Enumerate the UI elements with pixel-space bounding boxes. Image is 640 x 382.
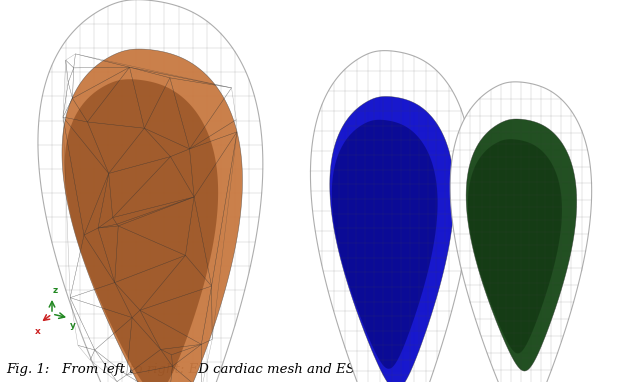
Polygon shape: [65, 79, 218, 382]
Text: x: x: [35, 327, 41, 336]
Polygon shape: [62, 49, 243, 382]
Polygon shape: [38, 0, 263, 382]
Polygon shape: [450, 82, 591, 382]
Polygon shape: [332, 120, 438, 369]
Text: y: y: [70, 321, 76, 330]
Polygon shape: [466, 119, 577, 371]
Polygon shape: [468, 139, 562, 353]
Text: z: z: [53, 286, 58, 295]
Text: Fig. 1:   From left to right: ED cardiac mesh and ES: Fig. 1: From left to right: ED cardiac m…: [6, 363, 355, 376]
Polygon shape: [310, 51, 472, 382]
Polygon shape: [330, 96, 454, 382]
